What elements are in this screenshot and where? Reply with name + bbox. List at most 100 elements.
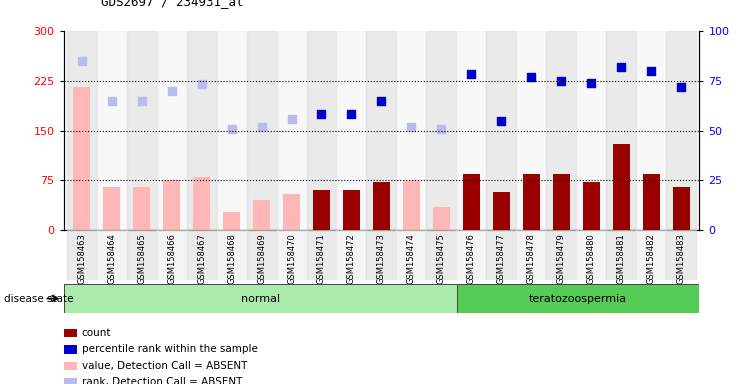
Bar [64,284,457,313]
Text: GSM158482: GSM158482 [647,233,656,284]
Point [465,71,477,77]
Bar [673,187,690,230]
Bar [554,174,570,230]
Bar [67,230,96,280]
Text: GSM158472: GSM158472 [347,233,356,284]
Text: GSM158469: GSM158469 [257,233,266,284]
Bar [607,230,637,280]
Bar [637,31,666,230]
Bar [156,31,186,230]
Bar [547,230,577,280]
Bar [396,230,426,280]
Point [675,84,687,90]
Text: GSM158470: GSM158470 [287,233,296,284]
Point [76,58,88,64]
Bar [516,31,547,230]
Bar [607,31,637,230]
Bar [277,31,307,230]
Bar [637,230,666,280]
Point [316,111,328,117]
Bar [186,230,216,280]
Bar [216,31,247,230]
Bar [126,230,156,280]
Text: value, Detection Call = ABSENT: value, Detection Call = ABSENT [82,361,247,371]
Bar [337,230,367,280]
Text: GSM158477: GSM158477 [497,233,506,284]
Bar [133,187,150,230]
Bar [277,230,307,280]
Bar [666,230,696,280]
Point [525,74,537,80]
Bar [224,212,240,230]
Bar [577,230,607,280]
Bar [456,230,486,280]
Point [616,64,628,70]
Point [435,126,447,132]
Bar [547,31,577,230]
Bar [254,200,270,230]
Bar [643,174,660,230]
Bar [343,190,360,230]
Bar [583,182,600,230]
Text: GSM158467: GSM158467 [197,233,206,284]
Text: disease state: disease state [4,294,73,304]
Bar [96,230,126,280]
Text: GSM158464: GSM158464 [107,233,116,284]
Text: GSM158465: GSM158465 [137,233,146,284]
Point [375,98,387,104]
Point [226,126,238,132]
Bar [456,31,486,230]
Text: normal: normal [241,293,280,304]
Text: rank, Detection Call = ABSENT: rank, Detection Call = ABSENT [82,377,242,384]
Bar [96,31,126,230]
Bar [73,87,90,230]
Bar [367,31,396,230]
Bar [426,31,456,230]
Point [346,111,358,117]
Point [556,78,568,84]
Bar [186,31,216,230]
Bar [463,174,479,230]
Text: GSM158471: GSM158471 [317,233,326,284]
Point [646,68,657,74]
Text: GSM158473: GSM158473 [377,233,386,284]
Text: GSM158478: GSM158478 [527,233,536,284]
Text: GSM158479: GSM158479 [557,233,566,284]
Bar [523,174,539,230]
Bar [666,31,696,230]
Point [165,88,177,94]
Point [586,79,598,86]
Text: GSM158475: GSM158475 [437,233,446,284]
Bar [163,180,180,230]
Bar [126,31,156,230]
Text: GDS2697 / 234931_at: GDS2697 / 234931_at [101,0,244,8]
Bar [426,230,456,280]
Text: GSM158480: GSM158480 [587,233,596,284]
Bar [373,182,390,230]
Bar [193,177,209,230]
Bar [307,31,337,230]
Point [286,116,298,122]
Bar [433,207,450,230]
Point [256,124,268,130]
Bar [103,187,120,230]
Bar [486,230,516,280]
Bar [516,230,547,280]
Text: GSM158474: GSM158474 [407,233,416,284]
Point [135,98,147,104]
Point [405,124,417,130]
Bar [307,230,337,280]
Bar [313,190,330,230]
Bar [337,31,367,230]
Text: count: count [82,328,111,338]
Text: teratozoospermia: teratozoospermia [530,293,628,304]
Bar [577,31,607,230]
Bar [457,284,699,313]
Text: GSM158468: GSM158468 [227,233,236,284]
Text: percentile rank within the sample: percentile rank within the sample [82,344,257,354]
Bar [283,194,300,230]
Bar [67,31,96,230]
Text: GSM158466: GSM158466 [167,233,176,284]
Bar [156,230,186,280]
Bar [613,144,630,230]
